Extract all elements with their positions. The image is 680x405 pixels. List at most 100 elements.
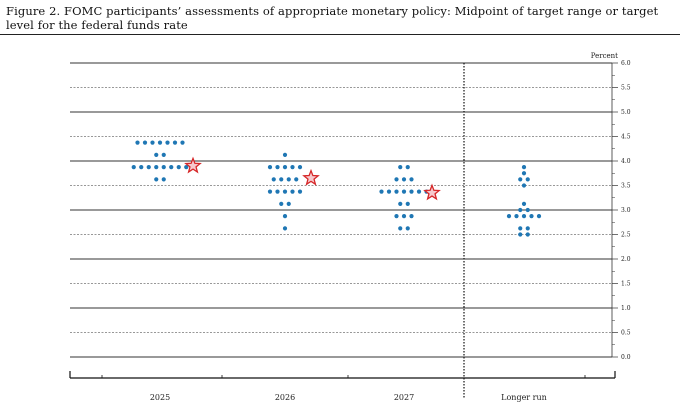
participant-dot — [416, 189, 422, 194]
participant-dot — [275, 189, 280, 194]
participant-dot — [518, 207, 523, 213]
participant-dot — [506, 214, 512, 219]
participant-dot — [379, 189, 384, 194]
participant-dot — [282, 165, 288, 170]
y-tick-label: 6.0 — [621, 60, 631, 67]
participant-dot — [282, 226, 288, 231]
participant-dot — [529, 214, 534, 219]
participant-dot — [521, 171, 527, 176]
x-category-label: Longer run — [501, 393, 547, 402]
y-tick-label: 4.0 — [621, 158, 631, 165]
y-tick-label: 2.5 — [621, 232, 631, 239]
participant-dot — [154, 165, 159, 170]
y-tick-label: 2.0 — [621, 256, 631, 263]
median-star — [302, 168, 320, 186]
median-star — [423, 183, 441, 201]
y-tick-label: 1.5 — [621, 281, 631, 288]
participant-dot — [394, 214, 399, 219]
participant-dot — [161, 152, 166, 157]
participant-dot — [279, 177, 284, 182]
participant-dot — [169, 165, 174, 170]
dots-layer — [131, 140, 542, 237]
participant-dot — [386, 189, 392, 194]
participant-dot — [150, 140, 155, 145]
participant-dot — [290, 165, 295, 170]
participant-dot — [536, 214, 542, 219]
participant-dot — [172, 140, 178, 145]
participant-dot — [398, 201, 403, 206]
axes — [69, 62, 618, 398]
participant-dot — [401, 214, 407, 219]
participant-dot — [514, 214, 519, 219]
participant-dot — [405, 201, 410, 206]
participant-dot — [525, 207, 530, 213]
participant-dot — [518, 232, 523, 237]
participant-dot — [165, 140, 170, 145]
participant-dot — [401, 189, 407, 194]
participant-dot — [180, 140, 185, 145]
participant-dot — [297, 165, 303, 170]
participant-dot — [184, 165, 189, 170]
participant-dot — [290, 189, 295, 194]
y-tick-label: 3.5 — [621, 183, 631, 190]
participant-dot — [294, 177, 299, 182]
participant-dot — [398, 165, 403, 170]
caption-divider — [0, 34, 680, 35]
participant-dot — [521, 165, 527, 170]
gridlines — [70, 62, 612, 358]
participant-dot — [131, 165, 136, 170]
labels: Percent 0.0 0.5 1.0 1.5 2.0 2.5 3.0 3.5 4.0 4.5 5.… — [150, 52, 631, 402]
x-category-label: 2026 — [275, 393, 295, 402]
participant-dot — [275, 165, 280, 170]
participant-dot — [154, 177, 159, 182]
participant-dot — [267, 189, 273, 194]
participant-dot — [394, 189, 399, 194]
participant-dot — [157, 140, 163, 145]
participant-dot — [176, 165, 181, 170]
x-category-label: 2027 — [394, 393, 414, 402]
y-tick-label: 5.0 — [621, 109, 631, 116]
participant-dot — [142, 140, 148, 145]
participant-dot — [139, 165, 144, 170]
participant-dot — [409, 214, 414, 219]
median-markers — [184, 156, 441, 201]
participant-dot — [394, 177, 399, 182]
participant-dot — [405, 226, 410, 231]
participant-dot — [286, 201, 291, 206]
participant-dot — [518, 226, 523, 231]
x-category-label: 2025 — [150, 393, 170, 402]
participant-dot — [521, 183, 527, 188]
participant-dot — [401, 177, 407, 182]
participant-dot — [525, 226, 530, 231]
participant-dot — [297, 189, 303, 194]
participant-dot — [282, 189, 288, 194]
y-tick-label: 0.0 — [621, 354, 631, 361]
participant-dot — [146, 165, 151, 170]
participant-dot — [267, 165, 273, 170]
participant-dot — [271, 177, 276, 182]
participant-dot — [409, 189, 414, 194]
participant-dot — [398, 226, 403, 231]
participant-dot — [286, 177, 291, 182]
participant-dot — [521, 214, 527, 219]
participant-dot — [161, 165, 166, 170]
participant-dot — [521, 201, 527, 206]
median-star — [184, 156, 202, 174]
figure-title: Figure 2. FOMC participants’ assessments… — [6, 4, 659, 32]
y-tick-label: 1.0 — [621, 305, 631, 312]
y-tick-label: 4.5 — [621, 134, 631, 141]
participant-dot — [161, 177, 166, 182]
y-tick-label: 3.0 — [621, 207, 631, 214]
y-tick-label: 5.5 — [621, 85, 631, 92]
participant-dot — [409, 177, 414, 182]
y-tick-label: 0.5 — [621, 330, 631, 337]
participant-dot — [135, 140, 140, 145]
participant-dot — [405, 165, 410, 170]
unit-label: Percent — [591, 52, 618, 60]
participant-dot — [282, 152, 288, 157]
participant-dot — [282, 214, 288, 219]
participant-dot — [518, 177, 523, 182]
participant-dot — [279, 201, 284, 206]
participant-dot — [525, 177, 530, 182]
